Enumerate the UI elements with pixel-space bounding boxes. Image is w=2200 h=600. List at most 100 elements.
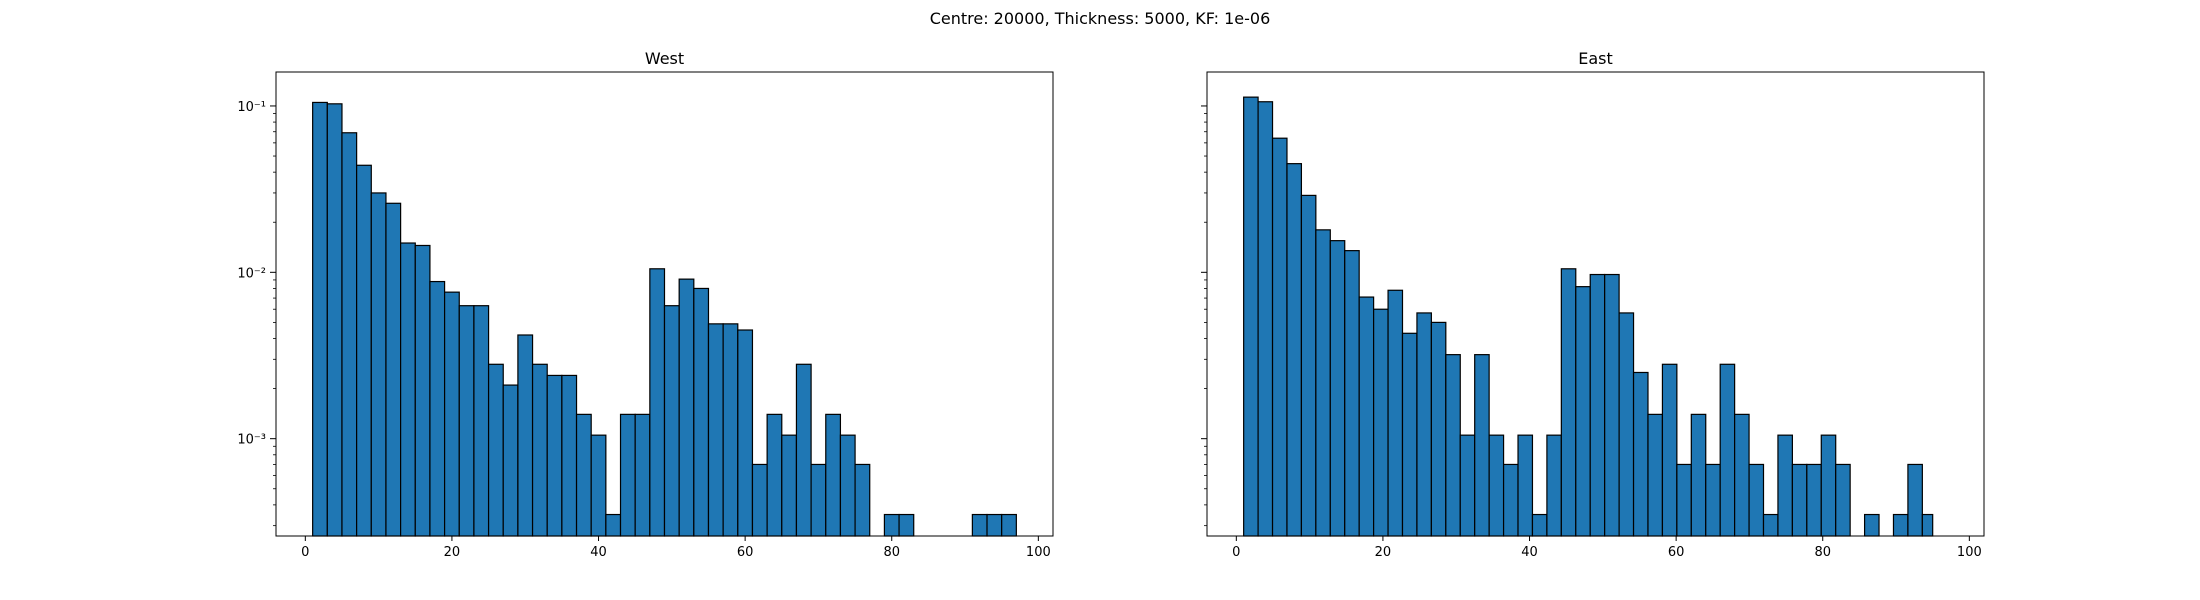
west-x-tick-label: 40 <box>590 545 607 560</box>
east-bar <box>1560 268 1577 537</box>
east-bar <box>1705 463 1721 537</box>
west-bar <box>693 287 710 537</box>
west-bar <box>986 513 1003 537</box>
east-bar <box>1892 513 1909 537</box>
west-bar <box>663 305 680 537</box>
west-bar <box>751 463 768 537</box>
west-bar <box>678 278 695 537</box>
east-bar <box>1300 194 1317 537</box>
east-bar <box>1690 413 1707 537</box>
east-bar <box>1329 240 1346 537</box>
west-y-tick-label: 10⁻³ <box>237 433 266 448</box>
east-bar <box>1430 321 1447 537</box>
east-bar <box>1589 273 1606 537</box>
west-bar <box>385 202 402 537</box>
east-bar <box>1387 289 1404 537</box>
west-bar <box>781 434 798 537</box>
east-bar <box>1401 332 1418 537</box>
east-axes-frame <box>1206 71 1985 537</box>
east-bar <box>1863 513 1880 537</box>
west-x-tick-label: 0 <box>301 545 309 560</box>
east-bar <box>1719 363 1736 537</box>
west-bar <box>883 513 900 537</box>
east-x-tick-label: 20 <box>1375 545 1392 560</box>
west-bar <box>400 242 416 537</box>
east-bar <box>1575 286 1591 537</box>
east-bar <box>1502 463 1519 537</box>
west-bar <box>443 291 460 537</box>
east-bar <box>1358 296 1375 537</box>
west-bar <box>854 463 871 537</box>
east-bar <box>1618 312 1635 537</box>
west-bar <box>546 374 563 537</box>
west-bar <box>575 413 592 537</box>
east-bar <box>1546 434 1562 537</box>
west-bar <box>1001 513 1017 537</box>
west-bar <box>825 413 842 537</box>
east-bar <box>1257 101 1274 537</box>
east-bar <box>1632 371 1649 537</box>
east-bar <box>1344 250 1360 537</box>
east-bar <box>1488 434 1505 537</box>
east-bar <box>1647 413 1664 537</box>
west-bar <box>722 323 739 537</box>
east-x-tick-label: 40 <box>1521 545 1538 560</box>
panel-east: East 0 20 40 60 80 100 <box>1201 49 1985 560</box>
west-bar <box>370 192 387 537</box>
west-bar <box>605 513 622 537</box>
east-bar <box>1820 434 1837 537</box>
west-bar <box>429 280 446 537</box>
west-bar <box>326 103 343 537</box>
east-bar <box>1286 163 1303 537</box>
west-bar <box>590 434 607 537</box>
east-bar <box>1445 354 1461 537</box>
east-bar <box>1907 463 1923 537</box>
west-y-tick-label: 10⁻¹ <box>237 100 266 115</box>
west-bar <box>766 413 783 537</box>
west-y-tick-label: 10⁻² <box>237 266 266 281</box>
west-bar <box>898 513 915 537</box>
west-bar <box>795 363 812 537</box>
west-bar <box>839 434 856 537</box>
west-bar <box>458 305 475 537</box>
west-bar <box>341 132 358 537</box>
east-x-tick-label: 0 <box>1232 545 1240 560</box>
east-bar <box>1373 308 1389 537</box>
west-x-tick-label: 100 <box>1026 545 1051 560</box>
west-bar <box>487 363 504 537</box>
west-bar <box>561 374 578 537</box>
west-bar <box>473 305 490 537</box>
east-bar <box>1748 463 1765 537</box>
east-x-tick-label: 80 <box>1814 545 1831 560</box>
east-bar <box>1416 312 1432 537</box>
panel-west: West 0 20 40 60 80 100 10⁻³ 10⁻² 10⁻¹ <box>237 49 1054 560</box>
west-bar <box>517 334 534 537</box>
west-x-tick-label: 20 <box>444 545 461 560</box>
west-bar <box>414 244 431 537</box>
east-x-tick-label: 60 <box>1668 545 1685 560</box>
east-bar <box>1762 513 1779 537</box>
figure-suptitle: Centre: 20000, Thickness: 5000, KF: 1e-0… <box>930 9 1271 28</box>
east-bar <box>1661 363 1678 537</box>
west-bar <box>634 413 651 537</box>
east-bar <box>1517 434 1534 537</box>
east-bar <box>1459 434 1476 537</box>
west-bar <box>971 513 988 537</box>
west-x-tick-label: 60 <box>737 545 754 560</box>
west-bar <box>737 329 754 537</box>
west-bar <box>619 413 636 537</box>
east-bar <box>1676 463 1692 537</box>
west-x-tick-label: 80 <box>883 545 900 560</box>
west-bar <box>356 164 372 537</box>
east-bar <box>1271 137 1288 537</box>
east-bar <box>1243 96 1259 537</box>
east-bar <box>1806 463 1822 537</box>
east-bar <box>1921 513 1934 537</box>
east-bar <box>1531 513 1548 537</box>
west-bar <box>707 323 724 537</box>
east-bar <box>1835 463 1851 537</box>
east-title: East <box>1578 49 1613 68</box>
west-bar <box>810 463 827 537</box>
west-bar <box>649 268 666 537</box>
